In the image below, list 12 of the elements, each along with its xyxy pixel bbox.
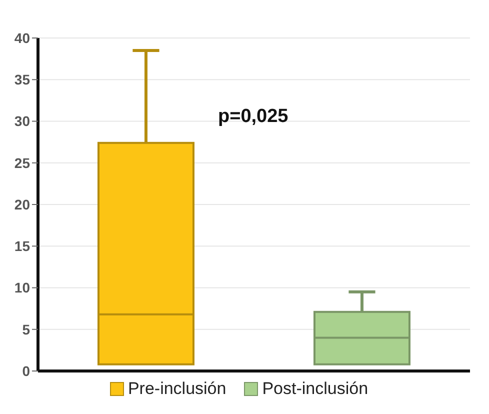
y-tick-label: 25 (14, 154, 30, 171)
y-tick-label: 30 (14, 113, 30, 130)
y-tick-label: 0 (22, 362, 30, 379)
y-tick-label: 35 (14, 72, 30, 88)
legend-label: Pre-inclusión (126, 379, 226, 399)
y-tick-label: 5 (22, 321, 30, 338)
y-tick-label: 40 (14, 30, 30, 46)
y-tick-label: 15 (14, 238, 30, 254)
y-tick-label: 10 (14, 280, 30, 296)
annotation: p=0,025 (218, 106, 288, 128)
y-tick-label: 20 (14, 196, 30, 212)
legend-label: Post-inclusión (261, 379, 368, 399)
